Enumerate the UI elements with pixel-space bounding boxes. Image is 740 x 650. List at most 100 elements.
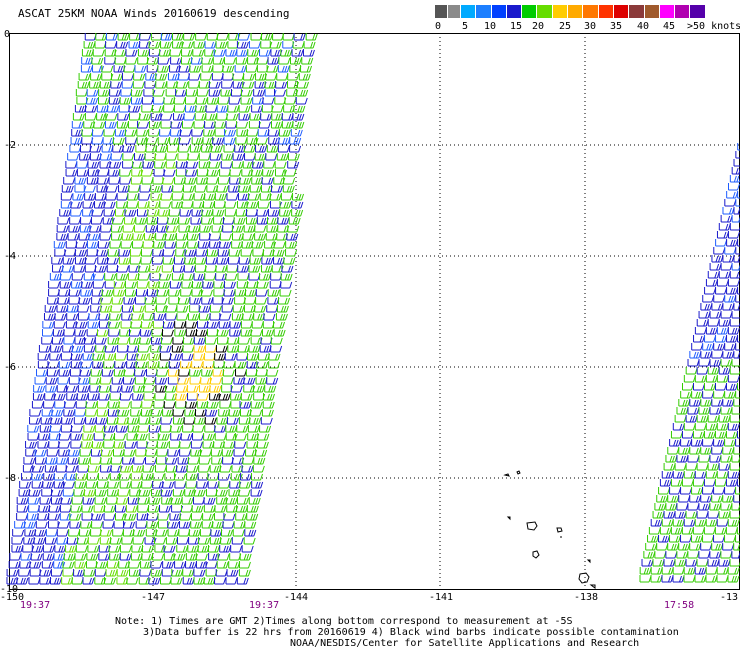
wind-barb: [148, 497, 161, 505]
wind-barb: [135, 217, 148, 225]
wind-barb: [147, 361, 160, 369]
wind-barb: [296, 81, 309, 89]
island-outline: [506, 516, 511, 521]
wind-barb: [196, 481, 209, 489]
wind-barb: [735, 295, 740, 303]
wind-barb: [148, 121, 161, 129]
wind-barb: [716, 327, 729, 335]
wind-barb: [19, 481, 32, 489]
wind-barb: [661, 575, 674, 583]
wind-barb: [150, 33, 163, 41]
wind-barb: [27, 433, 40, 441]
wind-barb: [180, 57, 193, 65]
wind-barb: [726, 335, 739, 343]
wind-barb: [727, 575, 740, 583]
legend-swatch: [675, 5, 691, 18]
wind-barb: [713, 391, 726, 399]
wind-barb: [218, 473, 231, 481]
wind-barb: [733, 447, 740, 455]
wind-barb: [727, 519, 740, 527]
wind-barb: [685, 367, 698, 375]
wind-barb: [713, 487, 726, 495]
wind-barb: [231, 313, 244, 321]
wind-barb: [205, 489, 218, 497]
wind-barb: [116, 201, 129, 209]
wind-barb: [274, 161, 287, 169]
wind-barb: [81, 129, 94, 137]
wind-barb: [204, 417, 217, 425]
wind-barb: [700, 447, 713, 455]
wind-barb: [143, 385, 156, 393]
wind-barb: [198, 537, 211, 545]
wind-barb: [279, 289, 292, 297]
wind-barb: [219, 169, 232, 177]
map-title: ASCAT 25KM NOAA Winds 20160619 descendin…: [18, 7, 290, 20]
wind-barb: [179, 441, 192, 449]
wind-barb: [279, 201, 292, 209]
wind-barb: [94, 489, 107, 497]
wind-barb: [65, 169, 78, 177]
wind-barb: [193, 41, 206, 49]
wind-barb: [137, 57, 150, 65]
wind-barb: [179, 513, 192, 521]
wind-barb: [667, 495, 680, 503]
wind-barb: [67, 305, 80, 313]
wind-barb: [663, 463, 676, 471]
legend-swatch: [448, 5, 461, 18]
wind-barb: [83, 273, 96, 281]
wind-barb: [118, 257, 131, 265]
wind-barb: [80, 65, 93, 73]
wind-barb: [70, 425, 83, 433]
wind-barb: [709, 407, 722, 415]
wind-barb: [240, 89, 253, 97]
wind-barb: [76, 161, 89, 169]
wind-barb: [154, 393, 167, 401]
wind-barb: [62, 257, 75, 265]
wind-barb: [160, 337, 173, 345]
wind-barb: [658, 487, 671, 495]
wind-barb: [725, 431, 738, 439]
wind-barb: [228, 257, 241, 265]
wind-barb: [155, 73, 168, 81]
wind-barb: [128, 41, 141, 49]
wind-barb: [138, 577, 151, 585]
wind-barb: [60, 497, 73, 505]
wind-barb: [94, 569, 107, 577]
island-outline: [532, 550, 540, 559]
wind-barb: [141, 321, 154, 329]
wind-barb: [685, 415, 698, 423]
wind-barb: [256, 57, 269, 65]
wind-barb: [70, 433, 83, 441]
wind-barb: [137, 505, 150, 513]
wind-barb: [95, 561, 108, 569]
wind-barb: [65, 241, 78, 249]
wind-barb: [707, 559, 720, 567]
wind-barb: [142, 241, 155, 249]
wind-barb: [195, 249, 208, 257]
wind-barb: [78, 297, 91, 305]
wind-barb: [672, 471, 685, 479]
legend-label-35: 35: [610, 21, 623, 32]
wind-barb: [236, 121, 249, 129]
wind-barb: [654, 551, 667, 559]
wind-barb: [689, 351, 702, 359]
wind-barb: [694, 519, 707, 527]
wind-barb: [705, 519, 718, 527]
wind-barb: [223, 281, 236, 289]
wind-barb: [289, 57, 302, 65]
wind-barb: [232, 305, 245, 313]
wind-barb: [206, 185, 219, 193]
wind-barb: [107, 249, 120, 257]
island-outlines: [503, 470, 596, 589]
wind-barb: [283, 177, 296, 185]
wind-barb: [6, 569, 19, 577]
wind-barb: [236, 129, 249, 137]
wind-barb: [198, 161, 211, 169]
wind-barb: [100, 153, 113, 161]
wind-barb: [678, 399, 691, 407]
wind-barb: [199, 385, 212, 393]
wind-barb: [156, 449, 169, 457]
wind-barb: [233, 449, 246, 457]
wind-barb: [251, 481, 264, 489]
wind-barb: [132, 233, 145, 241]
